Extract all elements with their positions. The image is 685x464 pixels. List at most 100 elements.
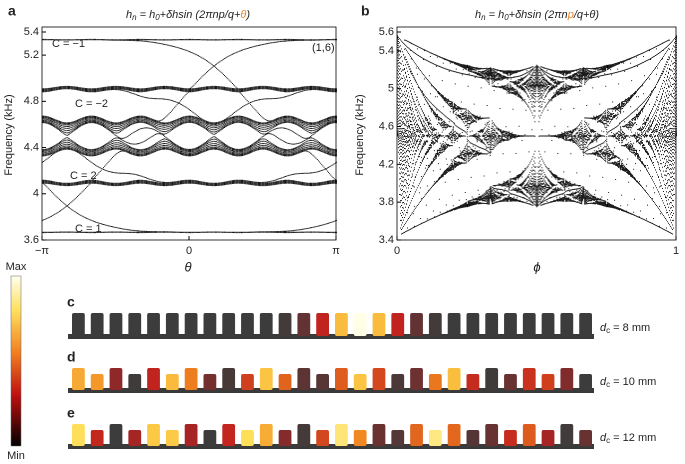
pillar [541, 374, 555, 390]
pillar [428, 374, 442, 390]
colorbar-scale [10, 275, 22, 447]
pillar [147, 424, 160, 446]
pillar [278, 374, 292, 390]
x-axis-label: θ [184, 259, 191, 274]
x-tick-label: π [332, 245, 340, 257]
y-tick-label: 5 [388, 83, 394, 95]
pillar [504, 374, 517, 390]
pillar [560, 368, 574, 390]
pillar [466, 374, 480, 390]
pillar [447, 424, 461, 446]
panel-letter: a [8, 3, 16, 19]
y-tick-label: 5.4 [24, 26, 39, 38]
pillar [579, 313, 592, 336]
y-tick-label: 3.4 [379, 234, 394, 246]
pillar [222, 368, 236, 390]
spectrum [397, 35, 677, 235]
pillar [391, 374, 405, 390]
pillar [165, 374, 179, 390]
row-letter: d [67, 349, 76, 365]
pillar [372, 313, 386, 336]
label-part: d [600, 432, 607, 444]
pillar [560, 424, 574, 446]
pillar [410, 368, 423, 390]
pillar [391, 430, 405, 446]
y-tick-label: 5.2 [24, 49, 39, 61]
y-tick-label: 4.8 [24, 95, 39, 107]
label-part: = 10 mm [610, 376, 656, 388]
pillar [278, 313, 292, 336]
y-tick-label: 4.4 [24, 141, 39, 153]
pillar [316, 313, 329, 336]
pillar [259, 368, 273, 390]
pillar [165, 313, 179, 336]
pillar [297, 313, 311, 336]
pillar [541, 430, 555, 446]
pillar [147, 313, 160, 336]
pillar [90, 313, 104, 336]
pillar [353, 374, 367, 390]
pillar [428, 430, 442, 446]
pillar [184, 368, 198, 390]
panel-title: hn = h0+δhsin (2πnp/q+θ) [475, 9, 599, 22]
panel-title: hn = h0+δhsin (2πnp/q+θ) [126, 9, 250, 22]
pillar [466, 430, 480, 446]
pillar [522, 368, 536, 390]
pillar [541, 313, 555, 336]
pillar [297, 368, 311, 390]
label-part: = 8 mm [610, 322, 650, 334]
pillar [203, 313, 217, 336]
pillar [72, 368, 85, 390]
x-tick-label: −π [35, 245, 49, 257]
base-plate [68, 444, 594, 449]
pillar [109, 313, 123, 336]
label-part: d [600, 322, 607, 334]
pillar [203, 374, 217, 390]
row-label: dc = 12 mm [600, 432, 656, 445]
panel-b-text: b hn = h0+δhsin (2πnp/q+θ) ϕ Frequency (… [354, 3, 599, 275]
x-tick-label: 1 [673, 245, 679, 257]
pillar [504, 313, 517, 336]
pillar [72, 424, 85, 446]
plot-frame [41, 26, 337, 241]
pillar [353, 430, 367, 446]
pillar [316, 374, 329, 390]
pillar [241, 313, 254, 336]
y-tick-label: 3.8 [379, 196, 394, 208]
pillar [485, 313, 499, 336]
x-tick-label: 0 [186, 245, 192, 257]
panel-a-text: a hn = h0+δhsin (2πnp/q+θ) C = −1 (1,6) … [3, 3, 335, 275]
row-label: dc = 8 mm [600, 322, 650, 335]
y-axis-label: Frequency (kHz) [3, 94, 15, 175]
pillar [447, 368, 461, 390]
pillar [335, 368, 348, 390]
pillar-row: cdc = 8 mm [67, 294, 650, 339]
y-tick-label: 3.6 [24, 234, 39, 246]
pillar [165, 430, 179, 446]
annotation: C = 1 [75, 223, 102, 235]
pillar [72, 313, 85, 336]
row-label: dc = 10 mm [600, 376, 656, 389]
pillar [222, 424, 236, 446]
pillar [372, 368, 386, 390]
base-plate [68, 334, 594, 339]
pillar [203, 430, 217, 446]
label-part: c [606, 380, 610, 389]
pillar [447, 313, 461, 336]
pillar [316, 430, 329, 446]
pillar [109, 368, 123, 390]
pillar [259, 313, 273, 336]
pillar [184, 424, 198, 446]
pillar [372, 424, 386, 446]
y-tick-label: 4.2 [379, 158, 394, 170]
pillar [278, 430, 292, 446]
base-plate [68, 388, 594, 393]
pillar [579, 430, 592, 446]
panel-letter: b [361, 3, 370, 19]
annotation: (1,6) [312, 42, 335, 54]
pillar [428, 313, 442, 336]
colorbar-min: Min [7, 450, 25, 462]
pillar [485, 424, 499, 446]
pillar-row: e dc = 12 mm [67, 405, 656, 449]
x-axis-label: ϕ [533, 259, 540, 274]
